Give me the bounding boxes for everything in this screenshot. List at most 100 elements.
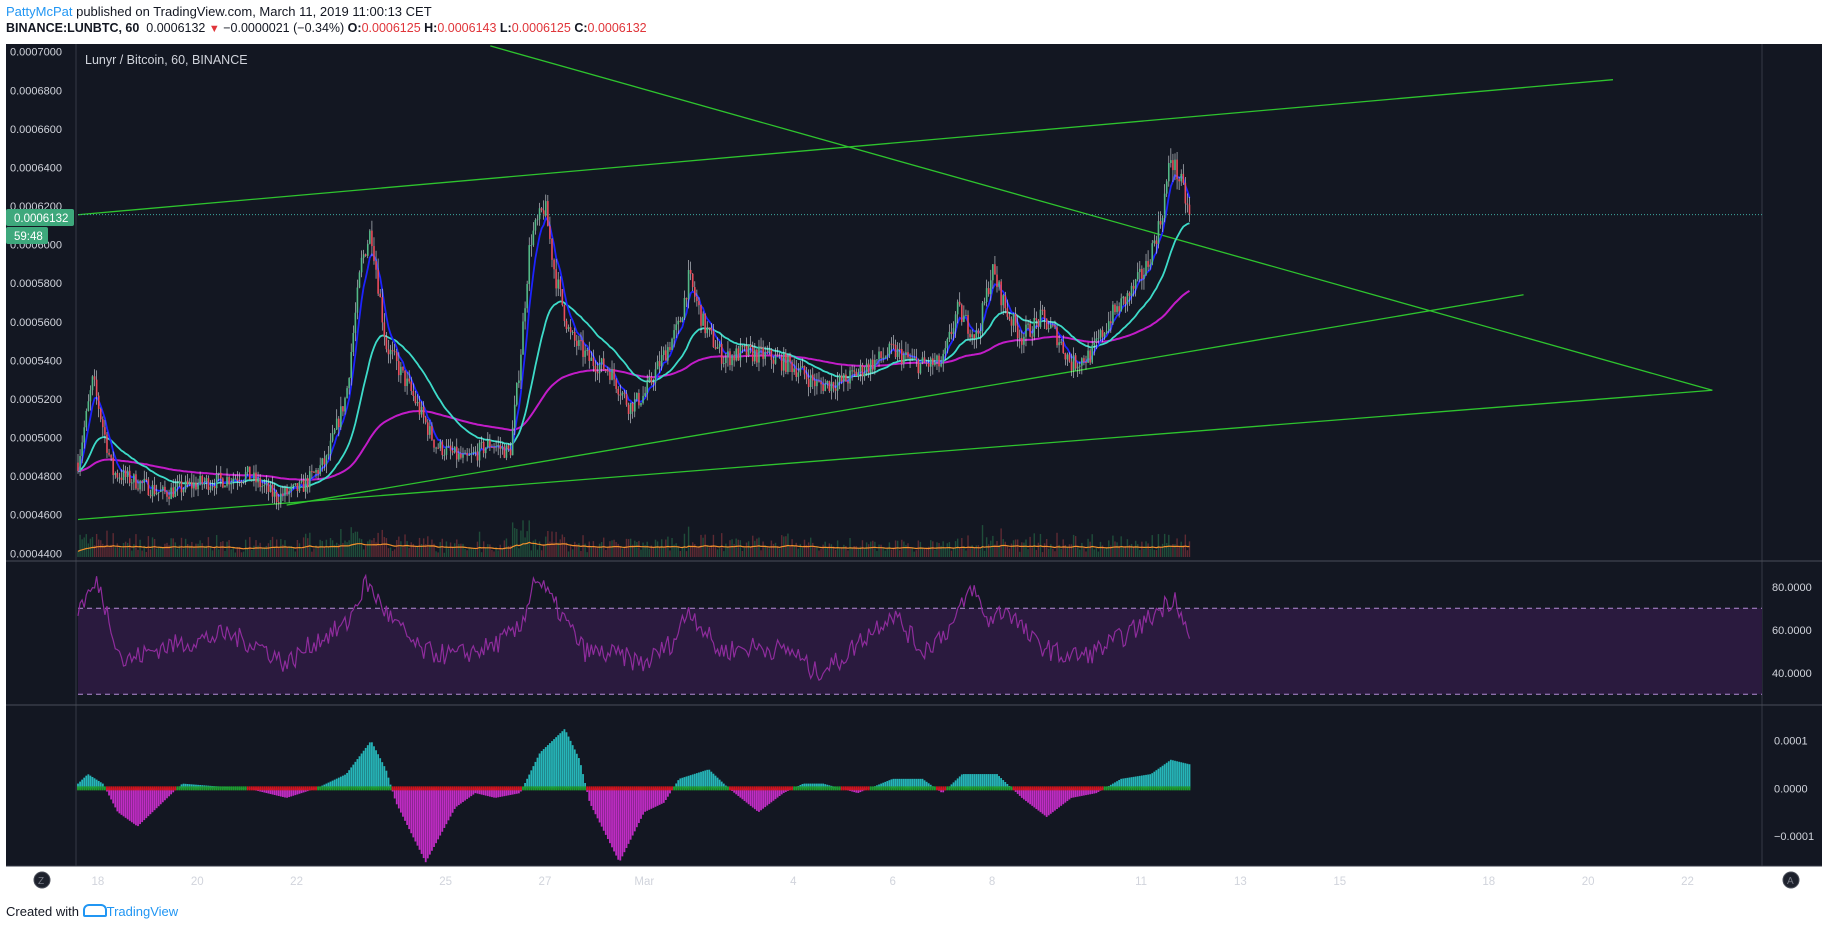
histogram-bar	[772, 788, 775, 801]
signal-dot	[112, 786, 115, 791]
candle	[487, 432, 489, 449]
signal-dot	[337, 786, 340, 791]
volume-bar	[979, 549, 982, 557]
volume-bar	[286, 546, 288, 557]
volume-bar	[946, 543, 949, 557]
histogram-bar	[977, 774, 980, 789]
candle-body	[886, 355, 889, 358]
histogram-bar	[567, 736, 570, 789]
volume-bar	[553, 542, 555, 557]
volume-bar	[1180, 541, 1182, 557]
signal-dot	[615, 786, 618, 791]
ohlc-line: BINANCE:LUNBTC, 60 0.0006132 ▼ −0.000002…	[6, 20, 647, 37]
candle-body	[754, 349, 756, 362]
histogram-bar	[298, 788, 301, 794]
signal-dot	[228, 786, 230, 791]
signal-dot	[449, 786, 452, 791]
candle-body	[745, 345, 748, 356]
trendline[interactable]	[77, 79, 1614, 216]
candle	[1058, 335, 1060, 353]
histogram-bar	[582, 774, 584, 789]
histogram-bar	[342, 775, 344, 789]
trendline[interactable]	[490, 45, 1713, 391]
candle-body	[563, 305, 566, 322]
candle	[662, 346, 665, 361]
signal-dot	[919, 786, 922, 791]
trendline[interactable]	[286, 294, 1524, 506]
candle-body	[896, 348, 899, 357]
volume-bar	[590, 546, 593, 557]
volume-bar	[321, 540, 323, 557]
volume-bar	[412, 543, 415, 557]
histogram-bar	[377, 754, 380, 789]
histogram-bar	[1138, 775, 1141, 789]
candle-body	[1023, 336, 1025, 345]
signal-dot	[818, 786, 820, 791]
candle-body	[395, 352, 398, 362]
histogram-bar	[710, 771, 713, 789]
candle-body	[309, 471, 311, 488]
candle-body	[948, 331, 951, 340]
trendline[interactable]	[77, 389, 1713, 521]
candle-body	[416, 401, 419, 404]
candle-body	[445, 446, 448, 455]
candle-body	[592, 357, 595, 366]
candle	[118, 472, 121, 484]
candle	[807, 369, 810, 397]
signal-dot	[1126, 786, 1129, 791]
candle	[464, 449, 466, 455]
volume-bar	[1130, 544, 1133, 557]
candle-body	[952, 328, 955, 335]
histogram-bar	[486, 788, 489, 797]
candle-body	[228, 477, 230, 485]
candle	[660, 346, 663, 371]
volume-bar	[990, 540, 992, 557]
candle	[586, 347, 588, 356]
candle	[749, 335, 752, 354]
histogram-bar	[424, 788, 427, 863]
tradingview-link[interactable]: TradingView	[106, 904, 179, 919]
candle-body	[1050, 324, 1052, 329]
histogram-bar	[267, 788, 270, 794]
volume-bar	[907, 543, 909, 557]
candle	[553, 258, 555, 279]
candle-body	[383, 322, 386, 337]
volume-bar	[100, 540, 102, 557]
candle-body	[551, 238, 553, 260]
volume-bar	[348, 540, 350, 557]
histogram-bar	[449, 788, 452, 817]
histogram-bar	[708, 769, 711, 789]
signal-dot	[546, 786, 549, 791]
author-link[interactable]: PattyMcPat	[6, 4, 73, 19]
candle-body	[273, 491, 276, 497]
candle	[1130, 282, 1133, 304]
candle	[847, 376, 849, 392]
histogram-bar	[644, 788, 647, 812]
candle	[890, 337, 893, 355]
volume-bar	[470, 548, 472, 557]
signal-dot	[395, 786, 398, 791]
zoom-button[interactable]	[33, 871, 51, 889]
signal-dot	[77, 786, 79, 791]
signal-dot	[130, 786, 133, 791]
candle	[369, 229, 371, 245]
candle-body	[1006, 308, 1009, 317]
signal-dot	[710, 786, 713, 791]
candle	[1078, 361, 1081, 375]
signal-dot	[1060, 786, 1063, 791]
histogram-bar	[118, 788, 121, 814]
signal-dot	[79, 786, 81, 791]
volume-bar	[812, 542, 814, 557]
candle	[650, 372, 653, 386]
auto-scale-button[interactable]	[1782, 871, 1800, 889]
candle-body	[1143, 274, 1145, 279]
axis-tick-label: 25	[439, 876, 452, 888]
histogram-bar	[1116, 781, 1118, 789]
signal-dot	[776, 786, 779, 791]
candle-body	[780, 356, 783, 371]
candle-body	[1157, 221, 1160, 244]
candle	[265, 475, 268, 495]
signal-dot	[149, 786, 152, 791]
signal-dot	[447, 786, 450, 791]
